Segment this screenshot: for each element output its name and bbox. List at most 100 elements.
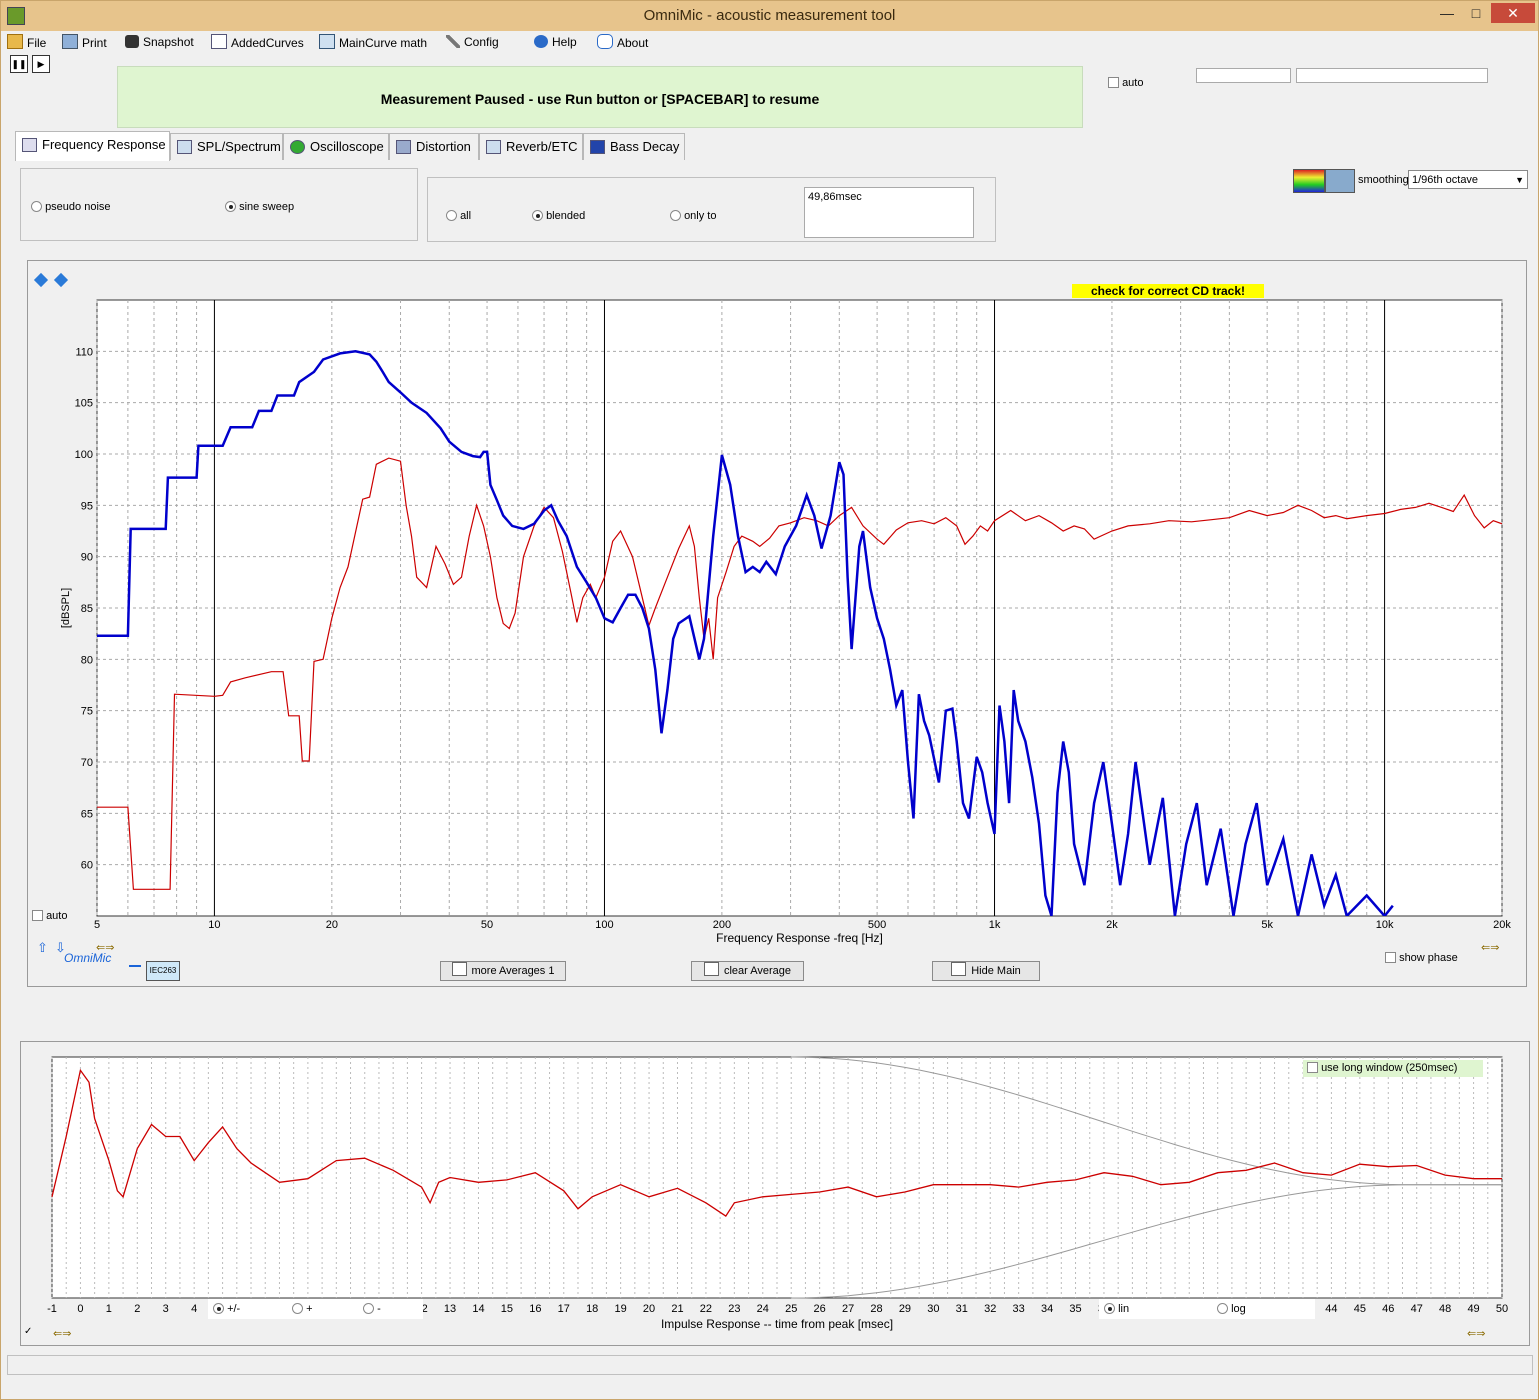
impulse-pan-left-icon[interactable]: ⇐⇒ bbox=[53, 1328, 72, 1340]
impulse-x-tick-label: 22 bbox=[700, 1303, 712, 1315]
menu-added-curves[interactable]: AddedCurves bbox=[211, 34, 304, 52]
top-auto-checkbox[interactable]: auto bbox=[1108, 77, 1143, 89]
omnimic-legend-label: OmniMic bbox=[64, 951, 112, 965]
impulse-x-tick-label: 20 bbox=[643, 1303, 655, 1315]
y-tick-label: 80 bbox=[81, 654, 93, 666]
tab-label: Oscilloscope bbox=[310, 139, 384, 154]
radio-circle bbox=[532, 210, 543, 221]
hide-main-label: Hide Main bbox=[971, 965, 1021, 977]
polarity-both-radio[interactable]: +/- bbox=[213, 1303, 240, 1315]
impulse-x-tick-label: 30 bbox=[927, 1303, 939, 1315]
x-tick-label: 2k bbox=[1106, 919, 1118, 931]
play-icon: ▶ bbox=[37, 59, 45, 69]
scroll-down-icon[interactable]: ⇩ bbox=[55, 940, 66, 955]
more-averages-button[interactable]: more Averages 1 bbox=[440, 961, 566, 981]
radio-circle bbox=[292, 1303, 303, 1314]
lin-radio[interactable]: lin bbox=[1104, 1303, 1129, 1315]
blended-radio[interactable]: blended bbox=[532, 210, 585, 222]
menu-about-label: About bbox=[617, 36, 649, 50]
menu-about[interactable]: About bbox=[597, 34, 648, 52]
polarity-both-label: +/- bbox=[227, 1303, 241, 1315]
impulse-x-tick-label: 26 bbox=[814, 1303, 826, 1315]
menu-added-curves-label: AddedCurves bbox=[231, 36, 304, 50]
pan-right-icon[interactable]: ⇐⇒ bbox=[1481, 942, 1500, 954]
x-tick-label: 500 bbox=[868, 919, 886, 931]
impulse-x-tick-label: 1 bbox=[106, 1303, 112, 1315]
menu-help-label: Help bbox=[552, 35, 577, 49]
menu-maincurve-math[interactable]: MainCurve math bbox=[319, 34, 427, 52]
log-radio[interactable]: log bbox=[1217, 1303, 1246, 1315]
iec-calibration-badge[interactable]: IEC263 bbox=[146, 961, 180, 981]
smoothing-select[interactable]: 1/96th octave ▼ bbox=[1408, 170, 1528, 189]
impulse-x-tick-label: 2 bbox=[134, 1303, 140, 1315]
speech-bubble-icon bbox=[597, 34, 613, 49]
all-radio[interactable]: all bbox=[446, 210, 471, 222]
y-tick-label: 95 bbox=[81, 500, 93, 512]
impulse-check-icon[interactable]: ✓ bbox=[24, 1326, 33, 1337]
menu-snapshot-label: Snapshot bbox=[143, 35, 194, 49]
impulse-x-tick-label: 28 bbox=[870, 1303, 882, 1315]
tab-frequency-response[interactable]: Frequency Response bbox=[15, 131, 170, 161]
clear-average-button[interactable]: clear Average bbox=[691, 961, 804, 981]
x-tick-label: 10 bbox=[208, 919, 220, 931]
polarity-minus-radio[interactable]: - bbox=[363, 1303, 381, 1315]
tab-distortion[interactable]: Distortion bbox=[389, 133, 479, 160]
tab-oscilloscope[interactable]: Oscilloscope bbox=[283, 133, 389, 160]
polarity-plus-radio[interactable]: + bbox=[292, 1303, 313, 1315]
impulse-pan-right-icon[interactable]: ⇐⇒ bbox=[1467, 1328, 1486, 1340]
status-banner: Measurement Paused - use Run button or [… bbox=[117, 66, 1083, 128]
menu-help[interactable]: Help bbox=[534, 34, 577, 52]
top-auto-label: auto bbox=[1122, 77, 1144, 89]
spectrum-icon bbox=[177, 140, 192, 154]
impulse-x-tick-label: 14 bbox=[472, 1303, 484, 1315]
title-bar[interactable]: OmniMic - acoustic measurement tool — □ … bbox=[1, 1, 1538, 31]
chevron-down-icon: ▼ bbox=[1515, 175, 1524, 185]
impulse-x-tick-label: 45 bbox=[1354, 1303, 1366, 1315]
impulse-x-tick-label: 46 bbox=[1382, 1303, 1394, 1315]
tab-bass-decay[interactable]: Bass Decay bbox=[583, 133, 685, 160]
eq-icon[interactable] bbox=[1325, 169, 1355, 193]
tab-label: Frequency Response bbox=[42, 137, 166, 152]
pseudo-noise-radio[interactable]: pseudo noise bbox=[31, 201, 111, 213]
sine-sweep-label: sine sweep bbox=[239, 201, 295, 213]
window-length-field[interactable]: 49,86msec bbox=[804, 187, 974, 238]
sine-sweep-radio[interactable]: sine sweep bbox=[225, 201, 294, 213]
pause-button[interactable]: ❚❚ bbox=[10, 55, 28, 73]
maximize-button[interactable]: □ bbox=[1471, 5, 1481, 21]
impulse-x-tick-label: 21 bbox=[671, 1303, 683, 1315]
scroll-up-icon[interactable]: ⇧ bbox=[37, 940, 48, 955]
menu-snapshot[interactable]: Snapshot bbox=[125, 34, 194, 52]
close-button[interactable]: ✕ bbox=[1491, 3, 1535, 23]
tab-spl-spectrum[interactable]: SPL/Spectrum bbox=[170, 133, 283, 160]
reference-curve-line bbox=[97, 457, 1502, 890]
impulse-x-tick-label: 4 bbox=[191, 1303, 197, 1315]
impulse-x-tick-label: 15 bbox=[501, 1303, 513, 1315]
hide-main-button[interactable]: Hide Main bbox=[932, 961, 1040, 981]
waterfall-icon[interactable] bbox=[1293, 169, 1325, 193]
minimize-button[interactable]: — bbox=[1440, 5, 1454, 21]
freq-auto-checkbox[interactable]: auto bbox=[32, 910, 67, 922]
menu-print[interactable]: Print bbox=[62, 34, 107, 52]
only-to-radio[interactable]: only to bbox=[670, 210, 716, 222]
show-phase-checkbox[interactable]: show phase bbox=[1385, 952, 1458, 964]
impulse-x-tick-label: -1 bbox=[47, 1303, 57, 1315]
impulse-x-tick-label: 17 bbox=[558, 1303, 570, 1315]
impulse-x-tick-label: 27 bbox=[842, 1303, 854, 1315]
x-tick-label: 1k bbox=[989, 919, 1001, 931]
smoothing-label: smoothing bbox=[1358, 174, 1409, 186]
menu-file[interactable]: File bbox=[7, 34, 46, 52]
run-button[interactable]: ▶ bbox=[32, 55, 50, 73]
radio-circle bbox=[1104, 1303, 1115, 1314]
y-axis-label: [dBSPL] bbox=[60, 588, 72, 628]
x-average-icon bbox=[451, 962, 467, 976]
tab-reverb-etc[interactable]: Reverb/ETC bbox=[479, 133, 583, 160]
pan-left-icon[interactable]: ⇐⇒ bbox=[96, 942, 115, 954]
menu-config[interactable]: Config bbox=[446, 34, 499, 52]
long-window-checkbox[interactable]: use long window (250msec) bbox=[1303, 1060, 1483, 1077]
camera-icon bbox=[125, 35, 139, 48]
x-tick-label: 10k bbox=[1376, 919, 1394, 931]
checkbox-box bbox=[1385, 952, 1396, 963]
menu-bar: File Print Snapshot AddedCurves MainCurv… bbox=[1, 31, 1538, 53]
x-axis-label: Frequency Response -freq [Hz] bbox=[716, 931, 883, 945]
